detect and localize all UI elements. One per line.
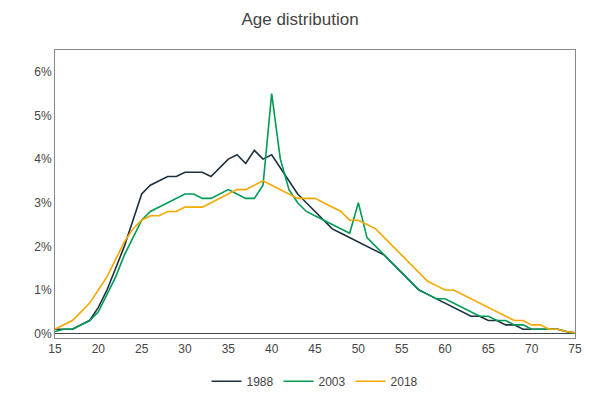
svg-text:2003: 2003 [319, 375, 346, 389]
svg-text:0%: 0% [34, 327, 52, 341]
svg-text:55: 55 [395, 342, 409, 356]
svg-text:35: 35 [222, 342, 236, 356]
svg-text:15: 15 [48, 342, 62, 356]
svg-text:2%: 2% [34, 240, 52, 254]
svg-text:1988: 1988 [247, 375, 274, 389]
svg-text:6%: 6% [34, 65, 52, 79]
svg-text:40: 40 [265, 342, 279, 356]
svg-text:25: 25 [135, 342, 149, 356]
svg-text:1%: 1% [34, 283, 52, 297]
svg-text:Age distribution: Age distribution [241, 10, 358, 29]
svg-text:60: 60 [438, 342, 452, 356]
svg-text:2018: 2018 [391, 375, 418, 389]
svg-text:75: 75 [568, 342, 582, 356]
svg-text:30: 30 [178, 342, 192, 356]
svg-text:5%: 5% [34, 109, 52, 123]
svg-text:70: 70 [525, 342, 539, 356]
svg-text:65: 65 [482, 342, 496, 356]
svg-text:20: 20 [92, 342, 106, 356]
svg-text:3%: 3% [34, 196, 52, 210]
svg-text:50: 50 [352, 342, 366, 356]
svg-text:45: 45 [308, 342, 322, 356]
svg-text:4%: 4% [34, 152, 52, 166]
